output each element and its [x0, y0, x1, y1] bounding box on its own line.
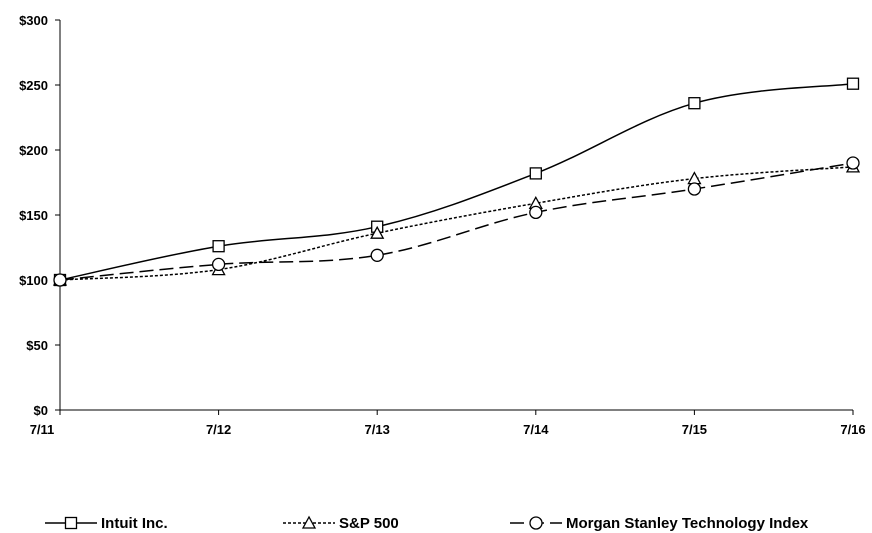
data-point-morgan-stanley-tech [53, 273, 67, 287]
x-tick-label: 7/16 [840, 422, 865, 437]
legend-marker-triangle [301, 515, 317, 529]
series-line-sp500 [59, 166, 854, 281]
legend-label: S&P 500 [339, 515, 399, 532]
y-tick-label: $50 [26, 338, 48, 353]
series-line-intuit [59, 82, 854, 281]
legend: Intuit Inc. S&P 500 Morgan Stanley Technol… [45, 515, 809, 532]
data-point-intuit [846, 77, 860, 90]
legend-item-sp500: S&P 500 [283, 515, 399, 532]
legend-item-morgan-stanley-tech: Morgan Stanley Technology Index [510, 515, 809, 532]
x-axis-tick-labels: 7/11 7/12 7/13 7/14 7/15 7/16 [30, 422, 866, 437]
data-point-intuit [529, 167, 542, 180]
data-point-sp500 [370, 225, 385, 239]
data-point-sp500 [687, 171, 702, 185]
data-point-intuit [688, 97, 701, 110]
data-point-morgan-stanley-tech [529, 205, 543, 220]
series-line-morgan-stanley-tech [59, 162, 854, 281]
legend-marker-square [64, 516, 78, 530]
x-tick-label: 7/11 [30, 422, 55, 437]
x-tick-label: 7/14 [523, 422, 549, 437]
y-tick-label: $100 [19, 273, 48, 288]
legend-marker-circle [529, 516, 543, 530]
data-point-intuit [212, 240, 225, 253]
series-lines [59, 82, 854, 281]
axes [55, 19, 854, 415]
legend-item-intuit: Intuit Inc. [45, 515, 168, 532]
data-point-morgan-stanley-tech [687, 182, 702, 196]
data-point-morgan-stanley-tech [846, 156, 860, 170]
y-tick-label: $200 [19, 143, 48, 158]
y-axis-tick-labels: $0 $50 $100 $150 $200 $250 $300 [19, 13, 48, 418]
y-tick-label: $150 [19, 208, 48, 223]
x-tick-label: 7/15 [682, 422, 707, 437]
y-tick-label: $250 [19, 78, 48, 93]
data-point-morgan-stanley-tech [211, 257, 226, 272]
y-tick-label: $0 [34, 403, 48, 418]
x-tick-label: 7/12 [206, 422, 231, 437]
data-point-morgan-stanley-tech [370, 248, 384, 262]
legend-label: Intuit Inc. [101, 515, 168, 532]
legend-label: Morgan Stanley Technology Index [566, 515, 809, 532]
series-markers [52, 77, 861, 287]
x-tick-label: 7/13 [365, 422, 390, 437]
y-tick-label: $300 [19, 13, 48, 28]
